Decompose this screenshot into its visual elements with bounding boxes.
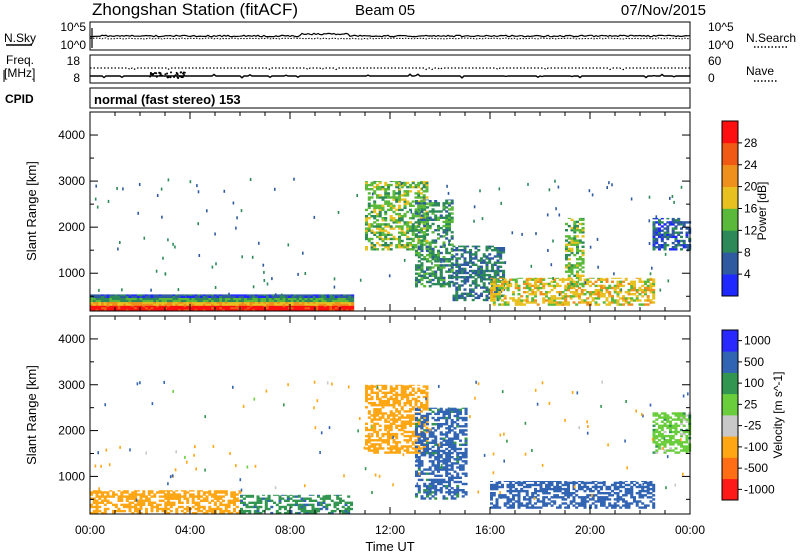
colorbar-segment [722,121,738,144]
echo-region [365,181,429,251]
colorbar-segment [722,330,738,352]
time-tick-label: 20:00 [575,523,605,537]
colorbar-tick-label: 1000 [744,334,771,348]
date-label: 07/Nov/2015 [621,2,706,19]
cpid-label: CPID [5,92,34,106]
colorbar-segment [722,186,738,209]
nsky-tick-top: 10^5 [60,20,86,34]
time-tick-label: 00:00 [75,523,105,537]
range-tick-label: 3000 [58,378,85,392]
echo-region [90,305,355,312]
nsky-label: N.Sky [4,31,36,45]
colorbar-tick-label: 28 [744,136,758,150]
echo-region [240,494,353,515]
range-tick-label: 1000 [58,469,85,483]
echo-region [490,277,656,306]
echo-region [90,301,355,306]
velocity-colorbar-label: Velocity [m s^-1] [771,372,785,459]
freq-label-line2: [MHz] [4,66,35,80]
colorbar-segment [722,478,738,501]
range-tick-label: 2000 [58,424,85,438]
nsky-tick-bottom: 10^0 [60,38,86,52]
nave-tick-bottom: 0 [708,71,715,85]
echo-region [652,217,692,251]
colorbar-tick-label: 500 [744,355,764,369]
colorbar-tick-label: -1000 [744,482,775,496]
colorbar-tick-label: -500 [744,461,768,475]
colorbar-tick-label: 4 [744,267,751,281]
scatter-echoes [94,177,689,299]
freq-tick-top: 18 [67,54,81,68]
nsky-panel: N.Sky 10^5 10^0 10^5 10^0 N.Search [4,20,796,52]
time-xlabel: Time UT [365,539,414,554]
echo-region [90,490,242,515]
scatter-echoes [94,380,689,502]
colorbar-segment [722,415,738,437]
echo-region [415,199,454,288]
station-title: Zhongshan Station (fitACF) [92,0,298,19]
freq-label-line1: Freq. [6,53,34,67]
range-tick-label: 1000 [58,266,85,280]
echo-region [365,384,429,454]
colorbar-segment [722,164,738,187]
colorbar-tick-label: 16 [744,202,758,216]
colorbar-tick-label: 20 [744,180,758,194]
nsearch-label: N.Search [746,31,796,45]
colorbar-tick-label: 12 [744,223,758,237]
colorbar-segment [722,457,738,480]
colorbar-segment [722,208,738,231]
cpid-panel: CPID normal (fast stereo) 153 [5,87,691,109]
range-tick-label: 4000 [58,332,85,346]
power-colorbar: 4 8 12 16 20 24 28 [721,120,758,297]
echo-region [415,407,468,500]
power-ylabel: Slant Range [km] [24,161,39,261]
freq-frame [89,54,691,84]
colorbar-tick-label: -100 [744,440,768,454]
echo-region [90,297,355,303]
colorbar-segment [722,351,738,373]
echo-region [452,245,506,302]
colorbar-tick-label: 24 [744,158,758,172]
nave-tick-top: 60 [708,54,722,68]
time-tick-label: 16:00 [475,523,505,537]
time-tick-label: 08:00 [275,523,305,537]
nave-label: Nave [746,64,774,78]
power-colorbar-label: Power [dB] [755,182,769,241]
range-tick-label: 3000 [58,174,85,188]
colorbar-tick-label: 100 [744,376,764,390]
echo-region [652,412,692,454]
power-panel: 1000 2000 3000 4000 Slant Range [km] 4 8 12 16… [24,111,769,312]
colorbar-segment [722,252,738,275]
colorbar-segment [722,142,738,166]
colorbar-segment [722,230,738,253]
echo-region [90,294,355,298]
velocity-colorbar: -1000 -500 -100 -25 25 100 500 1000 [721,329,775,501]
cpid-frame [89,87,691,109]
beam-label: Beam 05 [355,2,415,19]
time-tick-label: 00:00 [675,523,705,537]
nsearch-tick-bottom: 10^0 [708,38,734,52]
echo-region [565,217,585,288]
range-tick-label: 4000 [58,128,85,142]
freq-panel: Freq. [MHz] 18 8 60 0 Nave [3,53,778,85]
colorbar-tick-label: -25 [744,419,762,433]
colorbar-segment [722,372,738,395]
time-tick-label: 04:00 [175,523,205,537]
cpid-text: normal (fast stereo) 153 [94,92,241,107]
time-tick-label: 12:00 [375,523,405,537]
velocity-ylabel: Slant Range [km] [24,365,39,465]
freq-tick-bottom: 8 [73,71,80,85]
colorbar-segment [722,436,738,458]
colorbar-segment [722,274,738,297]
colorbar-segment [722,393,738,416]
range-tick-label: 2000 [58,220,85,234]
colorbar-tick-label: 25 [744,397,758,411]
echo-region [490,481,656,509]
colorbar-tick-label: 8 [744,245,751,259]
nsearch-tick-top: 10^5 [708,20,734,34]
